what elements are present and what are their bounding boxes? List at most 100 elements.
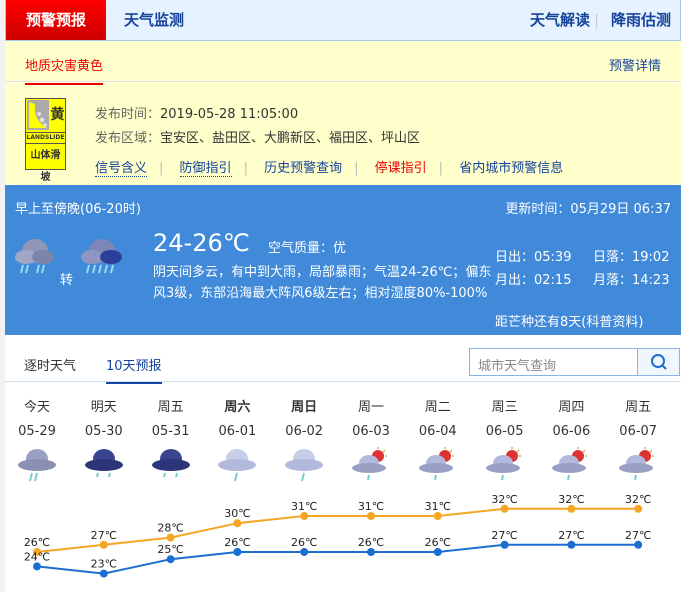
signal-cn: 山体滑坡 (30, 150, 61, 183)
warning-details-link[interactable]: 预警详情 (608, 59, 661, 74)
search-input[interactable]: 城市天气查询 (478, 359, 557, 374)
forecast-date: 06-04 (418, 424, 457, 439)
nav-divider: | (594, 11, 600, 29)
low-temp-label: 23℃ (91, 558, 117, 571)
nav-tab-interpret[interactable]: 天气解读 (530, 11, 591, 29)
solar-term-link[interactable]: 距芒种还有8天(科普资料) (495, 315, 644, 330)
sun-shower-icon (485, 447, 521, 481)
today-panel: 早上至傍晚(06-20时) 更新时间：05月29日 06:37 转 24-26℃… (5, 185, 681, 335)
low-temp-label: 25℃ (157, 543, 183, 556)
warning-panel: 地质灾害黄色 预警详情 黄 LANDSLIDE 山体滑坡 发布时间：2019-0… (5, 41, 681, 185)
temperature-chart: 26℃ 27℃ 28℃ 30℃ 31℃ 31℃ 31℃ 32℃ 32℃ 32℃ 24℃ 23℃ 25℃ 2… (24, 493, 651, 578)
forecast-date: 05-29 (18, 424, 56, 439)
high-temp-point (233, 519, 242, 528)
tab-tenday[interactable]: 10天预报 (106, 355, 162, 384)
low-temp-line (36, 543, 639, 575)
sun-shower-icon (619, 447, 655, 481)
high-temp-label: 27℃ (91, 529, 117, 542)
forecast-day: 周四 (558, 400, 585, 415)
divider (5, 81, 681, 82)
high-temp-label: 31℃ (291, 500, 317, 513)
link-class-suspension[interactable]: 停课指引 (374, 161, 427, 176)
left-margin (0, 0, 5, 592)
low-temp-label: 26℃ (224, 536, 250, 549)
forecast-day: 明天 (90, 400, 117, 415)
low-temp-point (500, 540, 509, 549)
high-temp-point (99, 540, 108, 549)
high-temp-label: 31℃ (425, 500, 451, 513)
forecast-date: 05-31 (151, 424, 190, 439)
area-label: 发布区域： (95, 131, 161, 146)
high-temp-label: 28℃ (157, 522, 183, 535)
forecast-date: 06-01 (218, 424, 257, 439)
low-temp-point (300, 548, 309, 556)
low-temp-point (233, 548, 242, 556)
time-label: 发布时间： (95, 107, 161, 122)
dark-rain-icon (84, 449, 123, 478)
high-temp-label: 31℃ (358, 500, 384, 513)
forecast-day: 周日 (291, 400, 318, 415)
forecast-day: 周三 (491, 400, 518, 415)
forecast-tabs: 逐时天气 10天预报 (5, 345, 681, 384)
forecast-day: 周五 (625, 400, 652, 415)
low-temp-point (567, 540, 576, 549)
link-history[interactable]: 历史预警查询 (264, 161, 343, 176)
temp-range: 24-26℃ (153, 229, 250, 257)
low-temp-label: 27℃ (491, 529, 517, 542)
low-temp-point (367, 548, 375, 556)
heavy-rain-icon (15, 239, 54, 274)
sun-shower-icon (552, 447, 588, 481)
nav-tab-rain[interactable]: 降雨估测 (611, 11, 672, 29)
forecast-date: 06-07 (619, 424, 658, 439)
link-defense-guide[interactable]: 防御指引 (179, 161, 232, 177)
low-temp-point (166, 555, 175, 564)
forecast-day: 周二 (424, 400, 451, 415)
high-temp-line (36, 507, 639, 553)
high-temp-label: 32℃ (558, 493, 584, 506)
moonset: 月落：14:23 (593, 273, 670, 288)
low-temp-label: 27℃ (558, 529, 584, 542)
sunset: 日落：19:02 (593, 250, 670, 265)
low-temp-point (433, 548, 442, 556)
high-temp-point (33, 548, 41, 556)
sun-shower-icon (352, 447, 387, 481)
high-temp-point (300, 512, 309, 520)
forecast-day: 周五 (157, 400, 184, 415)
warning-links: 信号含义 | 防御指引 | 历史预警查询 | 停课指引 | 省内城市预警信息 (95, 161, 564, 177)
search-button[interactable] (637, 349, 679, 375)
issue-time: 2019-05-28 11:05:00 (160, 107, 299, 122)
dark-rain-icon (151, 449, 190, 478)
heavy-rain-icon (18, 449, 56, 482)
high-temp-label: 30℃ (224, 507, 250, 520)
search-icon (651, 354, 667, 370)
city-search: 城市天气查询 (469, 348, 680, 376)
low-temp-label: 24℃ (24, 550, 50, 563)
sun-shower-icon (418, 447, 454, 481)
forecast-date: 05-30 (84, 424, 123, 439)
low-temp-label: 27℃ (625, 529, 651, 542)
forecast-date: 06-03 (352, 424, 390, 439)
signal-color: 黄 (50, 107, 65, 123)
period: 早上至傍晚(06-20时) (15, 202, 141, 217)
warning-tab[interactable]: 地质灾害黄色 (25, 55, 104, 85)
sunrise: 日出：05:39 (495, 250, 572, 265)
air-quality: 空气质量：优 (268, 241, 347, 256)
link-signal-meaning[interactable]: 信号含义 (95, 161, 148, 177)
nav-tab-monitor[interactable]: 天气监测 (124, 11, 185, 29)
low-temp-point (99, 569, 108, 578)
forecast-day: 周一 (357, 400, 384, 415)
high-temp-point (433, 512, 442, 520)
high-temp-point (367, 512, 375, 520)
nav-tab-warning[interactable]: 预警预报 (6, 0, 106, 40)
high-temp-point (634, 504, 643, 513)
light-rain-icon (285, 449, 324, 482)
tab-hourly[interactable]: 逐时天气 (24, 359, 77, 374)
high-temp-label: 26℃ (24, 536, 50, 549)
high-temp-label: 32℃ (491, 493, 517, 506)
moonrise: 月出：02:15 (495, 273, 572, 288)
link-province-warnings[interactable]: 省内城市预警信息 (459, 161, 564, 176)
low-temp-point (634, 540, 643, 549)
forecast-day: 今天 (23, 400, 50, 415)
forecast-day: 周六 (224, 400, 251, 415)
top-nav: 预警预报 天气监测 天气解读 | 降雨估测 (5, 0, 681, 41)
